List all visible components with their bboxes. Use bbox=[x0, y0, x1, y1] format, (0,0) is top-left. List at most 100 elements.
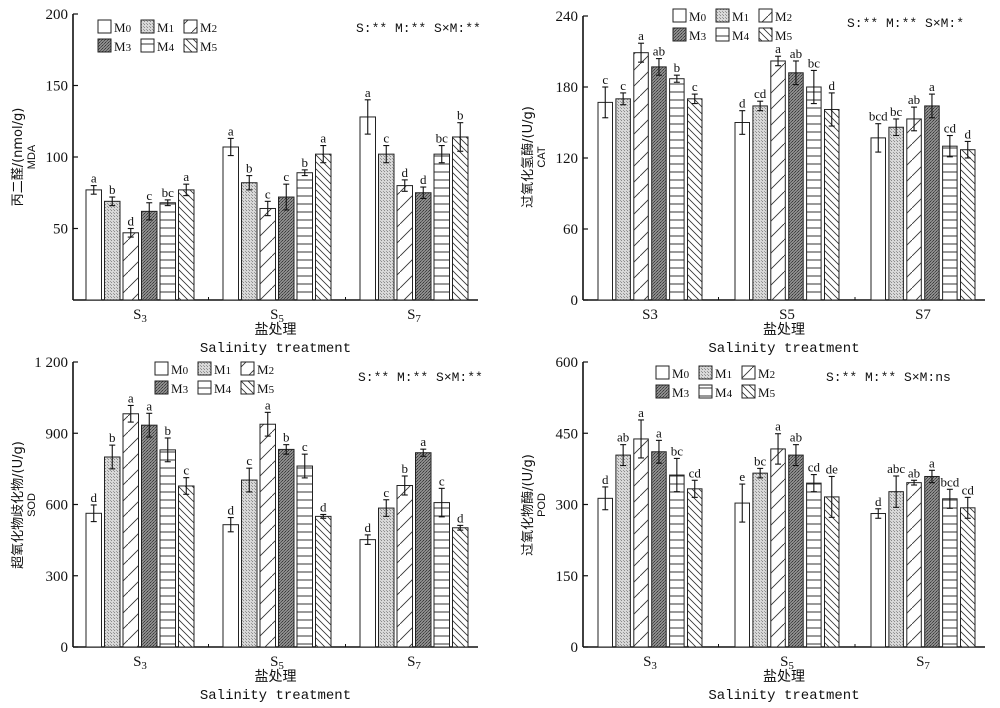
significance-annotation: S:** M:** S×M:** bbox=[358, 370, 483, 385]
legend-item-m0: M0 bbox=[655, 365, 690, 381]
significance-letter: b bbox=[457, 108, 464, 123]
legend-item-m1: M1 bbox=[197, 361, 231, 377]
bar-m2-s3 bbox=[633, 438, 649, 648]
bar-m4-s3 bbox=[669, 474, 685, 648]
legend-item-m4: M4 bbox=[140, 38, 175, 54]
significance-letter: a bbox=[183, 169, 189, 184]
significance-letter: b bbox=[109, 430, 116, 445]
legend-swatch bbox=[698, 365, 713, 380]
significance-letter: de bbox=[826, 461, 839, 476]
legend-swatch bbox=[240, 361, 255, 376]
significance-letter: d bbox=[965, 126, 972, 141]
significance-letter: c bbox=[302, 439, 308, 454]
significance-letter: a bbox=[929, 455, 935, 470]
x-category-label: S7 bbox=[915, 307, 931, 323]
significance-letter: d bbox=[91, 490, 98, 505]
x-axis-title-en: Salinity treatment bbox=[708, 688, 859, 704]
significance-letter: bc bbox=[808, 55, 821, 70]
bar-m4-s7 bbox=[433, 153, 450, 301]
bar-m3-s7 bbox=[924, 105, 940, 301]
bar-m0-s7 bbox=[359, 539, 376, 648]
significance-letter: bc bbox=[162, 185, 175, 200]
y-axis-title: 超氧化物歧化物/(U/g) SOD bbox=[11, 441, 38, 569]
legend-item-m5: M5 bbox=[183, 38, 218, 54]
significance-letter: cd bbox=[962, 482, 975, 497]
y-tick-label: 600 bbox=[556, 355, 579, 371]
legend-item-m3: M3 bbox=[672, 27, 707, 43]
legend: M0 M1 M2 M3 M4 M5 bbox=[672, 8, 793, 43]
bar-m5-s3 bbox=[178, 189, 195, 301]
bar-m2-s5 bbox=[770, 60, 786, 301]
x-category-label: S3 bbox=[642, 307, 658, 323]
x-category-label: S7 bbox=[407, 307, 421, 325]
significance-letter: a bbox=[638, 405, 644, 420]
legend-item-m4: M4 bbox=[197, 380, 232, 396]
legend-label: M0 bbox=[171, 362, 189, 377]
legend-swatch bbox=[197, 361, 212, 376]
significance-letter: a bbox=[420, 434, 426, 449]
legend-item-m1: M1 bbox=[698, 365, 732, 381]
significance-letter: d bbox=[320, 499, 327, 514]
legend-swatch bbox=[672, 27, 687, 42]
significance-letter: a bbox=[228, 123, 234, 138]
bar-m5-s5 bbox=[824, 496, 840, 648]
legend-label: M5 bbox=[257, 381, 275, 396]
bar-m2-s5 bbox=[259, 207, 276, 301]
y-axis-title-abbrev: POD bbox=[536, 493, 548, 517]
bar-m5-s3 bbox=[178, 485, 195, 648]
bar-m3-s5 bbox=[788, 72, 804, 301]
legend-swatch bbox=[698, 384, 713, 399]
legend-item-m2: M2 bbox=[240, 361, 274, 377]
bar-m1-s3 bbox=[104, 456, 121, 648]
x-category-label: S3 bbox=[133, 307, 147, 325]
legend-swatch bbox=[183, 38, 198, 53]
x-axis-title-en: Salinity treatment bbox=[708, 341, 859, 357]
y-tick-label: 900 bbox=[46, 426, 69, 442]
y-axis-title-abbrev: SOD bbox=[26, 493, 38, 517]
bar-m0-s3 bbox=[85, 189, 102, 301]
legend-label: M5 bbox=[775, 28, 793, 43]
legend-label: M1 bbox=[715, 366, 732, 381]
x-category-label: S7 bbox=[916, 654, 930, 672]
legend-label: M2 bbox=[257, 362, 274, 377]
bar-m4-s7 bbox=[942, 145, 958, 301]
legend: M0 M1 M2 M3 M4 M5 bbox=[655, 365, 776, 400]
bar-m5-s5 bbox=[824, 108, 840, 301]
bar-m0-s7 bbox=[359, 116, 376, 301]
significance-letter: e bbox=[739, 469, 745, 484]
significance-letter: ab bbox=[617, 430, 629, 445]
y-axis-title: 过氧化氢酶/(U/g) CAT bbox=[520, 106, 548, 208]
bar-m5-s7 bbox=[960, 507, 976, 648]
legend-label: M0 bbox=[672, 366, 690, 381]
legend-item-m1: M1 bbox=[715, 8, 749, 24]
legend-label: M3 bbox=[672, 385, 690, 400]
significance-annotation: S:** M:** S×M:** bbox=[356, 21, 481, 36]
y-tick-label: 450 bbox=[556, 426, 579, 442]
legend: M0 M1 M2 M3 M4 M5 bbox=[97, 19, 218, 54]
significance-letter: a bbox=[365, 85, 371, 100]
significance-letter: ab bbox=[790, 46, 802, 61]
legend-swatch bbox=[741, 365, 756, 380]
significance-letter: b bbox=[246, 161, 253, 176]
bar-m5-s3 bbox=[687, 488, 703, 648]
legend-item-m2: M2 bbox=[758, 8, 792, 24]
significance-letter: d bbox=[875, 494, 882, 509]
bar-m2-s5 bbox=[770, 448, 786, 648]
bar-m4-s5 bbox=[296, 172, 313, 301]
bar-m3-s3 bbox=[651, 451, 667, 648]
significance-letter: d bbox=[420, 172, 427, 187]
bar-m1-s5 bbox=[752, 472, 768, 648]
bar-m3-s3 bbox=[141, 210, 158, 301]
significance-letter: ab bbox=[908, 465, 920, 480]
bar-m0-s3 bbox=[85, 512, 102, 648]
legend-swatch bbox=[672, 8, 687, 23]
legend-swatch bbox=[655, 384, 670, 399]
x-category-label: S7 bbox=[407, 654, 421, 672]
significance-letter: cd bbox=[944, 121, 957, 136]
bar-m1-s5 bbox=[241, 182, 258, 301]
bar-m1-s7 bbox=[378, 153, 395, 301]
legend-swatch bbox=[197, 380, 212, 395]
